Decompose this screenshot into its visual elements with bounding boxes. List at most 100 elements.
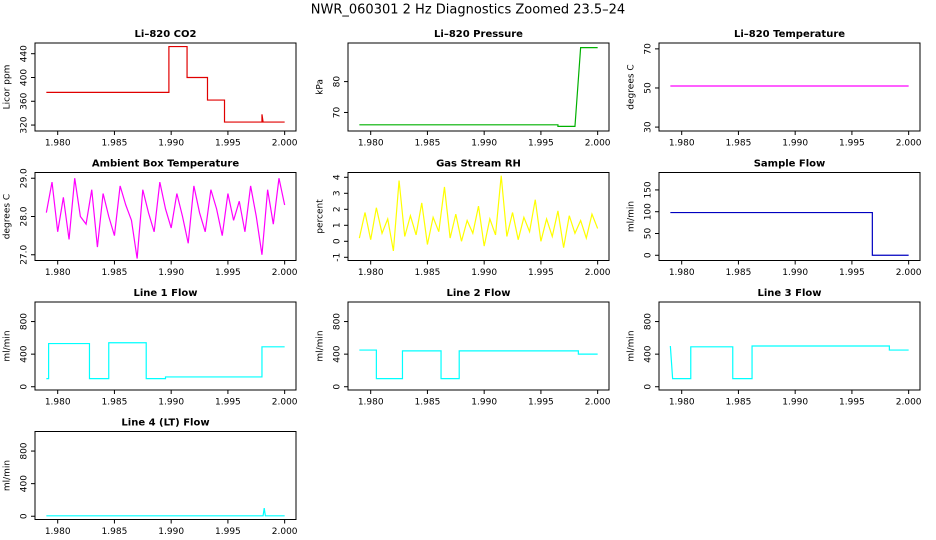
y-tick-label: 0 — [20, 513, 30, 519]
x-tick-label: 2.000 — [272, 268, 298, 278]
panel-title: Line 4 (LT) Flow — [121, 418, 209, 429]
x-tick-label: 1.980 — [358, 139, 384, 149]
panel-title: Sample Flow — [754, 159, 826, 170]
data-line — [45, 178, 286, 259]
y-tick-label: 28.0 — [20, 206, 30, 226]
page-title: NWR_060301 2 Hz Diagnostics Zoomed 23.5–… — [311, 3, 625, 18]
x-tick-label: 1.985 — [415, 268, 441, 278]
x-tick-label: 1.990 — [471, 268, 497, 278]
y-tick-label: 70 — [333, 106, 343, 118]
y-tick-label: 3 — [333, 190, 343, 196]
x-tick-label: 1.985 — [415, 398, 441, 408]
y-tick-label: 400 — [20, 69, 30, 86]
y-axis-label: ml/min — [3, 330, 13, 361]
data-line — [358, 175, 599, 252]
x-tick-label: 1.990 — [782, 268, 808, 278]
x-tick-label: 1.980 — [358, 268, 384, 278]
x-tick-label: 2.000 — [896, 398, 922, 408]
x-tick-label: 1.985 — [726, 139, 752, 149]
x-tick-label: 1.985 — [102, 527, 128, 537]
y-tick-label: 70 — [644, 43, 654, 55]
y-tick-label: 4 — [333, 174, 343, 180]
x-tick-label: 2.000 — [272, 139, 298, 149]
x-tick-label: 2.000 — [585, 139, 611, 149]
y-tick-label: 400 — [644, 345, 654, 362]
panel-title: Gas Stream RH — [436, 159, 521, 170]
x-tick-label: 2.000 — [272, 398, 298, 408]
x-tick-label: 1.980 — [358, 398, 384, 408]
x-tick-label: 1.990 — [782, 398, 808, 408]
y-tick-label: 320 — [20, 116, 30, 133]
y-tick-label: 800 — [20, 313, 30, 330]
x-tick-label: 1.995 — [215, 398, 241, 408]
y-tick-label: 150 — [644, 181, 654, 198]
y-tick-label: 50 — [644, 82, 654, 94]
x-tick-label: 1.990 — [471, 398, 497, 408]
x-tick-label: 2.000 — [585, 398, 611, 408]
panel-title: Ambient Box Temperature — [92, 159, 239, 170]
y-axis-label: percent — [316, 199, 326, 234]
x-tick-label: 1.980 — [45, 139, 71, 149]
panel-title: Li–820 Pressure — [434, 29, 523, 40]
y-tick-label: 0 — [20, 384, 30, 390]
x-tick-label: 1.990 — [158, 398, 184, 408]
x-tick-label: 1.995 — [528, 268, 554, 278]
y-tick-label: 50 — [644, 227, 654, 239]
plot-box — [658, 301, 921, 391]
y-tick-label: 0 — [333, 238, 343, 244]
x-tick-label: 2.000 — [896, 268, 922, 278]
x-tick-label: 1.980 — [669, 268, 695, 278]
x-tick-label: 1.995 — [528, 139, 554, 149]
data-line — [669, 345, 909, 380]
panel-title: Line 1 Flow — [134, 288, 198, 299]
x-tick-label: 1.990 — [158, 139, 184, 149]
x-tick-label: 1.990 — [158, 268, 184, 278]
y-tick-label: 800 — [644, 313, 654, 330]
x-tick-label: 1.985 — [726, 268, 752, 278]
y-tick-label: 0 — [333, 384, 343, 390]
x-tick-label: 1.995 — [839, 398, 865, 408]
data-line — [359, 47, 598, 127]
x-tick-label: 1.990 — [471, 139, 497, 149]
y-tick-label: 400 — [20, 345, 30, 362]
y-tick-label: 800 — [333, 313, 343, 330]
x-tick-label: 1.995 — [839, 268, 865, 278]
y-tick-label: 30 — [644, 121, 654, 133]
y-tick-label: 27.0 — [20, 244, 30, 264]
y-axis-label: degrees C — [3, 194, 13, 239]
x-tick-label: 2.000 — [896, 139, 922, 149]
y-tick-label: 360 — [20, 92, 30, 109]
x-tick-label: 1.980 — [669, 139, 695, 149]
x-tick-label: 2.000 — [585, 268, 611, 278]
panel-title: Line 3 Flow — [758, 288, 822, 299]
y-tick-label: 29.0 — [20, 168, 30, 188]
data-line — [46, 342, 285, 380]
y-tick-label: 1 — [333, 222, 343, 228]
panel-title: Li–820 Temperature — [734, 29, 845, 40]
data-line — [670, 211, 909, 256]
plot-box — [34, 431, 297, 520]
data-line — [359, 349, 598, 380]
data-line — [46, 45, 285, 123]
y-tick-label: 800 — [20, 442, 30, 459]
y-axis-label: ml/min — [627, 330, 637, 361]
x-tick-label: 1.995 — [839, 139, 865, 149]
x-tick-label: 1.985 — [726, 398, 752, 408]
data-line — [46, 508, 285, 517]
y-tick-label: -1 — [333, 253, 343, 262]
x-tick-label: 1.985 — [102, 268, 128, 278]
x-tick-label: 1.980 — [45, 527, 71, 537]
y-tick-label: 440 — [20, 45, 30, 62]
plot-box — [658, 42, 921, 132]
plot-box — [658, 172, 921, 261]
x-tick-label: 1.980 — [45, 268, 71, 278]
y-axis-label: ml/min — [316, 330, 326, 361]
x-tick-label: 1.990 — [782, 139, 808, 149]
x-tick-label: 1.995 — [215, 139, 241, 149]
x-tick-label: 2.000 — [272, 527, 298, 537]
x-tick-label: 1.995 — [528, 398, 554, 408]
x-tick-label: 1.990 — [158, 527, 184, 537]
y-axis-label: ml/min — [627, 201, 637, 232]
